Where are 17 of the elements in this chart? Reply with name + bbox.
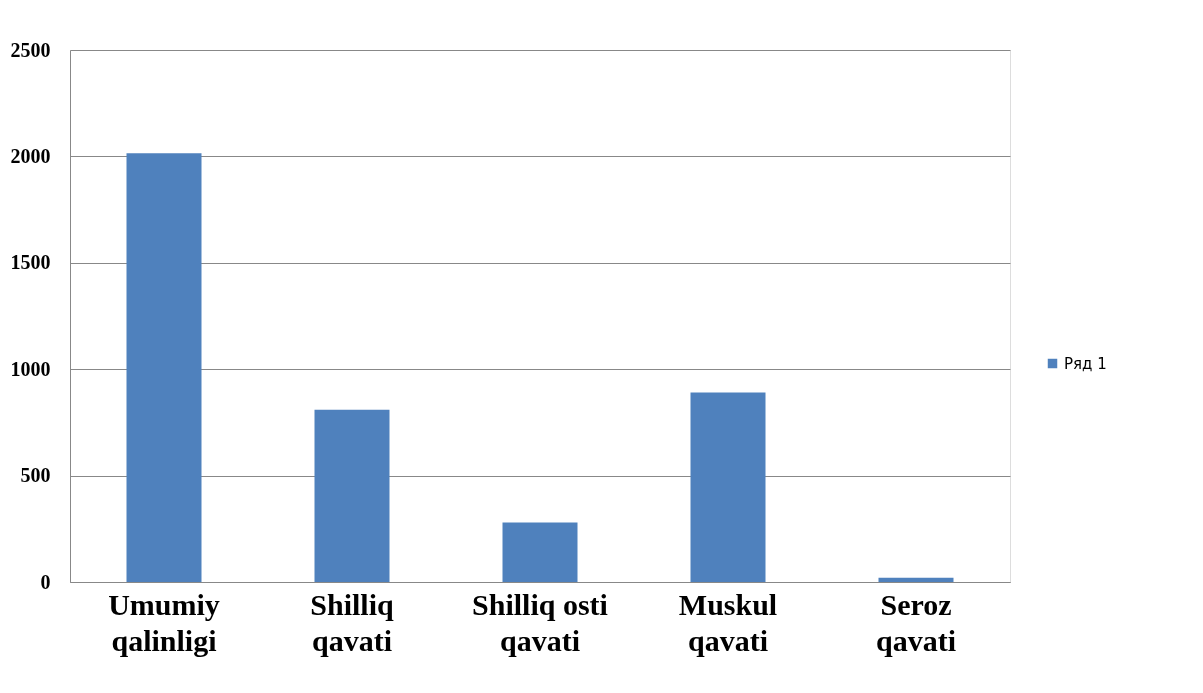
- y-tick-label: 2500: [10, 38, 51, 61]
- y-tick-label: 1500: [10, 251, 51, 274]
- y-tick-label: 0: [40, 570, 51, 593]
- y-tick-label: 1000: [10, 357, 51, 380]
- x-tick-label: Muskul qavati: [678, 587, 778, 657]
- x-tick-label: Shilliq osti qavati: [472, 587, 608, 657]
- bar: [690, 392, 766, 582]
- bar: [878, 577, 954, 582]
- x-tick-label: Umumiy qalinligi: [108, 587, 220, 657]
- y-tick-label: 2000: [10, 144, 51, 167]
- x-tick-label: Shilliq qavati: [310, 587, 395, 657]
- bar: [314, 409, 390, 582]
- bar: [126, 153, 202, 582]
- bar: [502, 522, 578, 582]
- y-tick-label: 500: [20, 464, 51, 487]
- x-tick-label: Seroz qavati: [875, 587, 957, 657]
- legend-label: Ряд 1: [1064, 354, 1107, 373]
